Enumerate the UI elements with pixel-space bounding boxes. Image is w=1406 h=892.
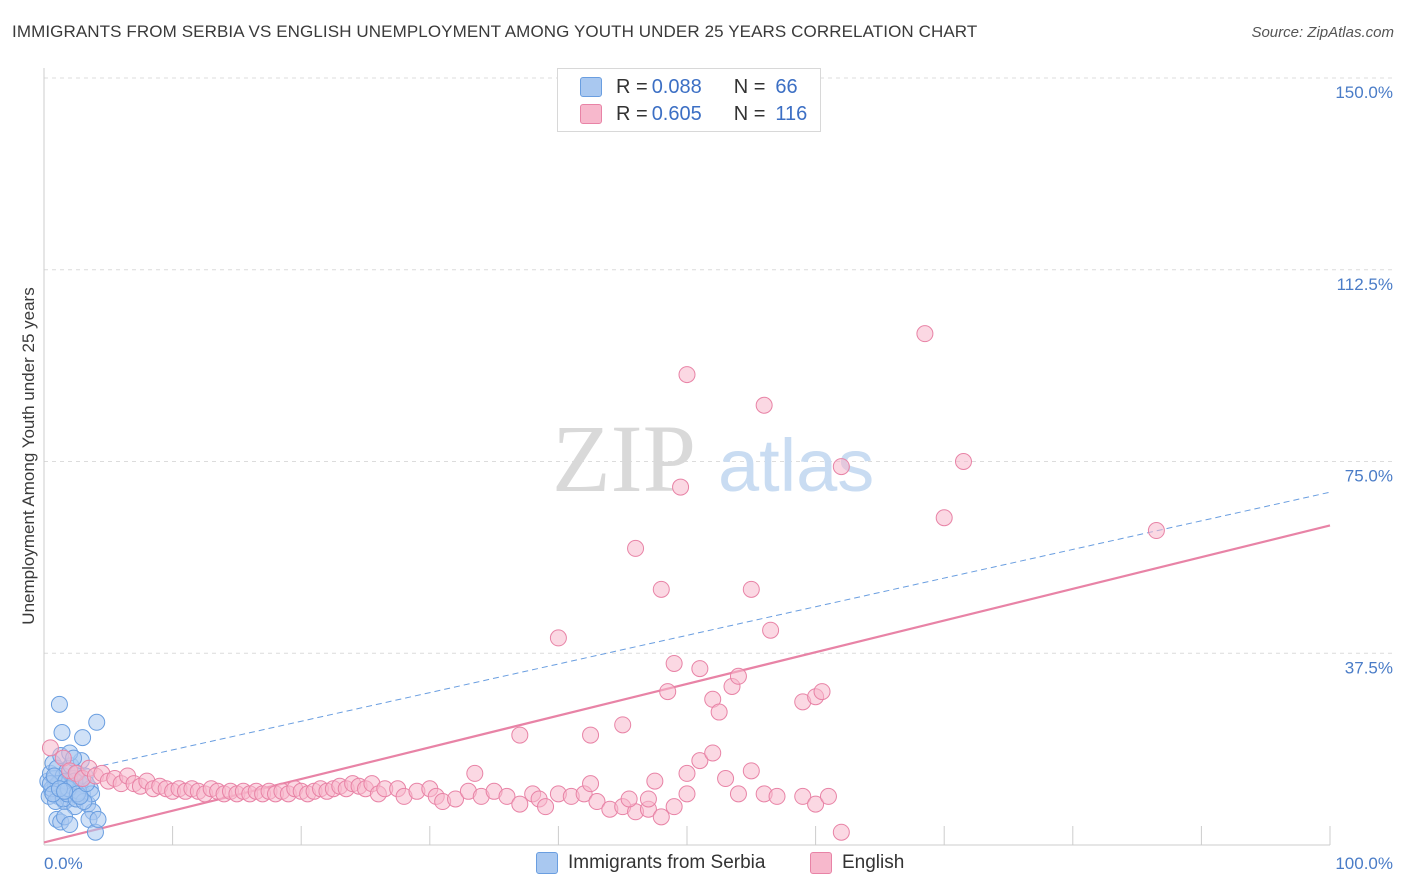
- watermark-zip: ZIP: [552, 405, 696, 512]
- x-tick-label: 100.0%: [1335, 854, 1393, 873]
- legend-swatch-serbia: [580, 77, 602, 97]
- trend-line-serbia: [43, 491, 1331, 780]
- data-point: [659, 683, 677, 701]
- data-point: [498, 787, 516, 805]
- axes: [43, 68, 1331, 846]
- data-point: [588, 793, 606, 811]
- data-point: [691, 660, 709, 678]
- data-point: [466, 764, 484, 782]
- watermark: ZIP atlas: [552, 405, 874, 512]
- data-point: [832, 458, 850, 476]
- data-point: [704, 744, 722, 762]
- legend-n-value: 66: [775, 75, 798, 98]
- legend-r-value: 0.605: [651, 102, 702, 125]
- y-tick-label: 112.5%: [1337, 275, 1393, 294]
- data-point: [56, 782, 74, 800]
- series-legend-serbia[interactable]: Immigrants from Serbia: [536, 852, 765, 874]
- series-label-serbia: Immigrants from Serbia: [568, 852, 766, 873]
- series-swatch-english: [810, 852, 832, 874]
- data-point: [511, 795, 529, 813]
- legend-n-value: 116: [775, 102, 808, 125]
- data-point: [819, 787, 837, 805]
- source-label: Source: ZipAtlas.com: [1251, 24, 1394, 41]
- data-points: [39, 325, 1165, 841]
- data-point: [742, 762, 760, 780]
- legend-r-label: R =: [616, 102, 648, 125]
- correlation-legend: R = 0.088 N = 66 R = 0.605 N = 116: [557, 68, 821, 132]
- legend-swatch-english: [580, 104, 602, 124]
- data-point: [549, 629, 567, 647]
- data-point: [717, 770, 735, 788]
- data-point: [61, 816, 79, 834]
- data-point: [74, 729, 92, 747]
- data-point: [639, 790, 657, 808]
- data-point: [582, 726, 600, 744]
- data-point: [665, 798, 683, 816]
- data-point: [582, 775, 600, 793]
- data-point: [807, 795, 825, 813]
- data-point: [678, 764, 696, 782]
- data-point: [954, 453, 972, 470]
- legend-n-label: N =: [733, 102, 766, 125]
- data-point: [447, 790, 465, 808]
- gridlines: [44, 77, 1393, 654]
- data-point: [537, 798, 555, 816]
- data-point: [935, 509, 953, 527]
- data-point: [627, 539, 645, 557]
- data-point: [511, 726, 529, 744]
- series-swatch-serbia: [536, 852, 558, 874]
- data-point: [646, 772, 664, 790]
- watermark-atlas: atlas: [718, 424, 874, 507]
- data-point: [755, 396, 773, 414]
- data-point: [794, 787, 812, 805]
- data-point: [678, 785, 696, 803]
- y-tick-label: 150.0%: [1335, 83, 1393, 102]
- data-point: [742, 580, 760, 598]
- data-point: [832, 823, 850, 841]
- y-axis-label: Unemployment Among Youth under 25 years: [19, 287, 38, 624]
- data-point: [89, 810, 107, 828]
- data-point: [729, 785, 747, 803]
- tick-labels: 37.5% 75.0% 112.5% 150.0% 0.0% 100.0%: [44, 83, 1393, 873]
- data-point: [710, 703, 728, 721]
- legend-n-label: N =: [733, 75, 766, 98]
- data-point: [614, 716, 632, 734]
- chart-title: IMMIGRANTS FROM SERBIA VS ENGLISH UNEMPL…: [12, 22, 978, 41]
- data-point: [665, 654, 683, 672]
- data-point: [762, 621, 780, 639]
- data-point: [53, 724, 71, 742]
- data-point: [916, 325, 934, 343]
- data-point: [768, 787, 786, 805]
- series-label-english: English: [842, 852, 905, 873]
- data-point: [678, 366, 696, 384]
- data-point: [691, 752, 709, 770]
- data-point: [729, 667, 747, 685]
- data-point: [652, 580, 670, 598]
- legend-r-label: R =: [616, 75, 648, 98]
- legend-row-serbia: R = 0.088 N = 66: [580, 75, 798, 99]
- data-point: [620, 790, 638, 808]
- data-point: [41, 739, 59, 757]
- series-english: [41, 325, 1165, 841]
- data-point: [1147, 522, 1165, 540]
- data-point: [652, 808, 670, 826]
- data-point: [50, 695, 68, 713]
- y-tick-label: 37.5%: [1345, 658, 1393, 677]
- series-legend-english[interactable]: English: [810, 852, 904, 874]
- data-point: [88, 713, 106, 731]
- series-legend: Immigrants from Serbia English: [0, 850, 1406, 880]
- legend-r-value: 0.088: [651, 75, 702, 98]
- data-point: [672, 478, 690, 496]
- legend-row-english: R = 0.605 N = 116: [580, 102, 807, 126]
- x-tick-label: 0.0%: [44, 854, 83, 873]
- data-point: [813, 683, 831, 701]
- y-tick-label: 75.0%: [1345, 467, 1393, 486]
